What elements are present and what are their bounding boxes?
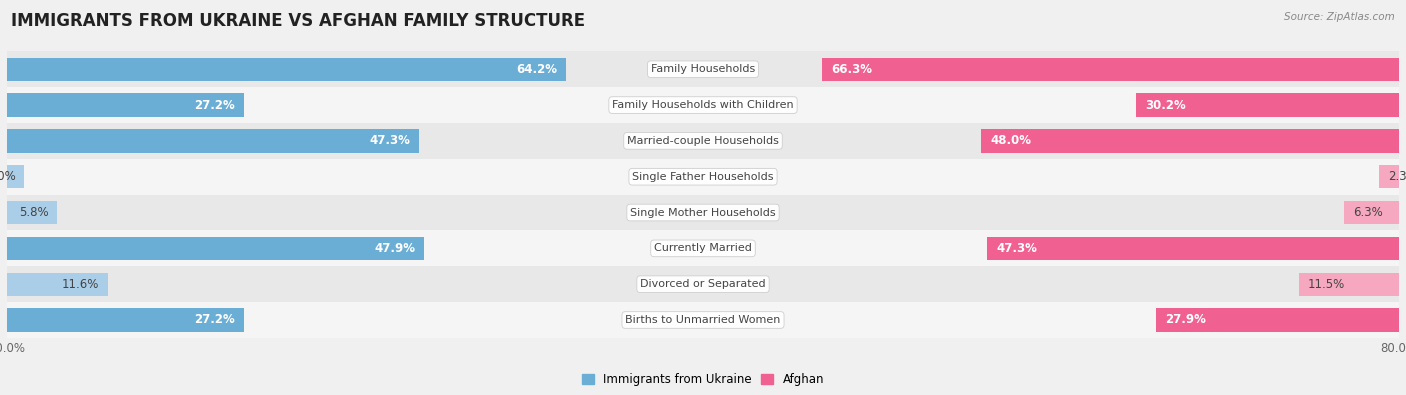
Text: 5.8%: 5.8% [20,206,49,219]
Text: 27.9%: 27.9% [1166,314,1206,327]
Bar [7,308,243,332]
Bar [7,302,1399,338]
Bar [7,195,1399,230]
Text: Source: ZipAtlas.com: Source: ZipAtlas.com [1284,12,1395,22]
Bar [7,87,1399,123]
Bar [1136,94,1399,117]
Text: 27.2%: 27.2% [194,99,235,111]
Bar [1156,308,1399,332]
Text: 66.3%: 66.3% [831,63,872,76]
Bar [1344,201,1399,224]
Text: Family Households with Children: Family Households with Children [612,100,794,110]
Text: 30.2%: 30.2% [1144,99,1185,111]
Bar [7,230,1399,266]
Text: Currently Married: Currently Married [654,243,752,253]
Text: Births to Unmarried Women: Births to Unmarried Women [626,315,780,325]
Bar [7,58,565,81]
Bar [7,273,108,296]
Text: Divorced or Separated: Divorced or Separated [640,279,766,289]
Bar [987,237,1399,260]
Bar [1299,273,1399,296]
Text: 64.2%: 64.2% [516,63,557,76]
Text: 27.2%: 27.2% [194,314,235,327]
Text: Single Mother Households: Single Mother Households [630,207,776,218]
Text: 11.6%: 11.6% [62,278,100,291]
Text: 6.3%: 6.3% [1353,206,1382,219]
Bar [7,129,419,152]
Text: Married-couple Households: Married-couple Households [627,136,779,146]
Text: 47.9%: 47.9% [374,242,415,255]
Text: 48.0%: 48.0% [990,134,1031,147]
Text: 11.5%: 11.5% [1308,278,1346,291]
Text: Family Households: Family Households [651,64,755,74]
Text: 47.3%: 47.3% [997,242,1038,255]
Bar [823,58,1399,81]
Text: Single Father Households: Single Father Households [633,172,773,182]
Bar [981,129,1399,152]
Bar [7,237,423,260]
Text: 2.0%: 2.0% [0,170,15,183]
Bar [7,94,243,117]
Bar [7,159,1399,195]
Bar [7,201,58,224]
Bar [7,266,1399,302]
Bar [7,123,1399,159]
Text: IMMIGRANTS FROM UKRAINE VS AFGHAN FAMILY STRUCTURE: IMMIGRANTS FROM UKRAINE VS AFGHAN FAMILY… [11,12,585,30]
Legend: Immigrants from Ukraine, Afghan: Immigrants from Ukraine, Afghan [582,373,824,386]
Text: 47.3%: 47.3% [368,134,409,147]
Bar [7,51,1399,87]
Bar [1379,165,1399,188]
Bar [7,165,24,188]
Text: 2.3%: 2.3% [1388,170,1406,183]
